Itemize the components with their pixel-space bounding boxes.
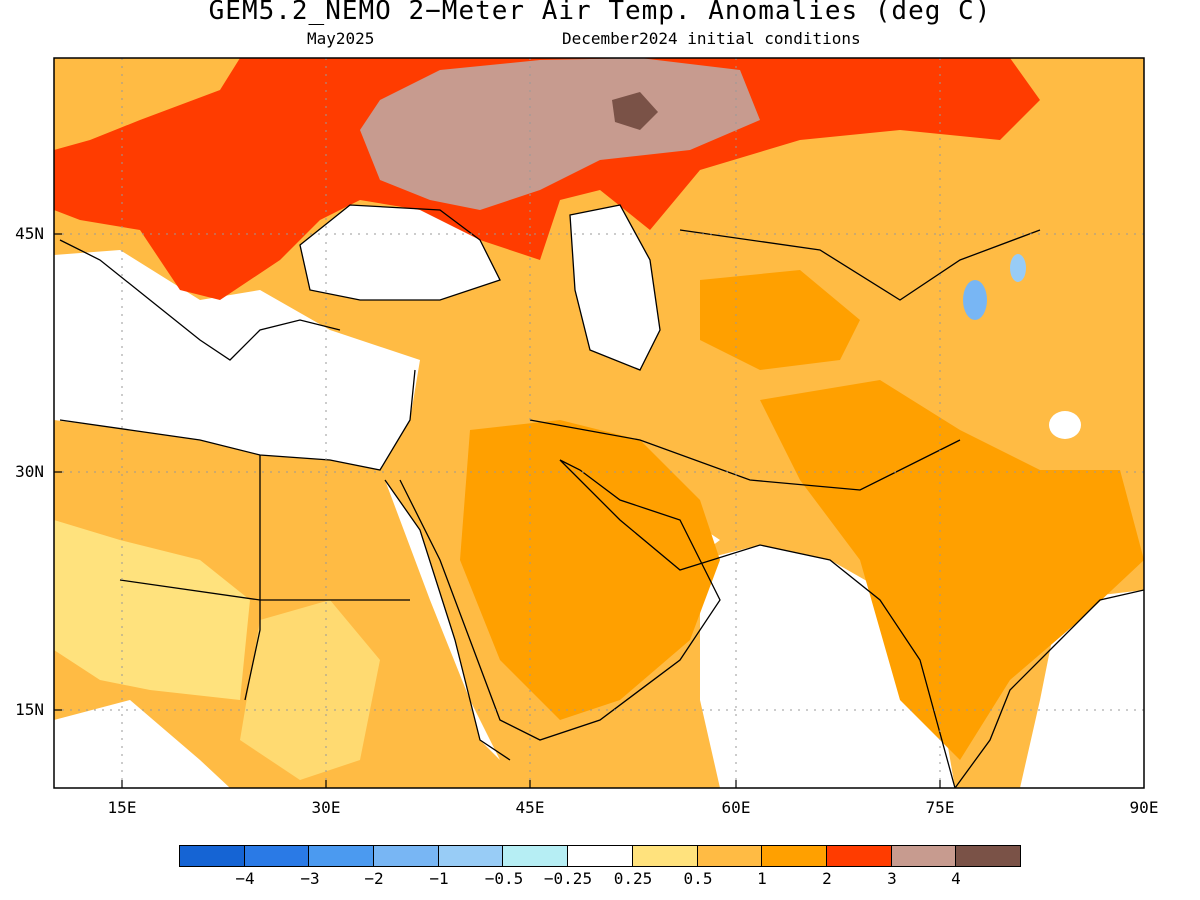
lon-label-75e: 75E [925, 798, 955, 817]
colorbar-swatch [244, 846, 310, 866]
colorbar-label: 0.5 [683, 869, 713, 888]
colorbar-swatch [309, 846, 375, 866]
colorbar-label: −0.5 [484, 869, 524, 888]
colorbar-label: −0.25 [543, 869, 593, 888]
colorbar-label: −1 [429, 869, 449, 888]
colorbar-label: −2 [364, 869, 384, 888]
colorbar-label: −4 [235, 869, 255, 888]
colorbar-swatch [503, 846, 569, 866]
colorbar-swatch [826, 846, 892, 866]
colorbar-swatch [697, 846, 763, 866]
lon-label-30e: 30E [311, 798, 341, 817]
colorbar-label: 0.25 [613, 869, 653, 888]
lat-label-15n: 15N [15, 700, 44, 719]
lat-label-45n: 45N [15, 224, 44, 243]
colorbar-swatch [956, 846, 1020, 866]
colorbar-label: 1 [757, 869, 767, 888]
colorbar-swatch [568, 846, 633, 866]
colorbar-swatch [180, 846, 245, 866]
colorbar-swatch [374, 846, 439, 866]
colorbar-label: 3 [887, 869, 897, 888]
lon-label-45e: 45E [515, 798, 545, 817]
colorbar-swatch [762, 846, 827, 866]
color-legend [179, 845, 1021, 867]
forecast-month-label: May2025 [307, 29, 375, 48]
lon-label-60e: 60E [721, 798, 751, 817]
initial-conditions-label: December2024 initial conditions [562, 29, 861, 48]
lon-label-90e: 90E [1129, 798, 1159, 817]
colorbar-swatch [891, 846, 957, 866]
colorbar-swatch [632, 846, 698, 866]
colorbar-label: −3 [300, 869, 320, 888]
chart-title: GEM5.2_NEMO 2−Meter Air Temp. Anomalies … [208, 0, 992, 26]
lon-label-15e: 15E [107, 798, 137, 817]
colorbar-label: 4 [951, 869, 961, 888]
map-frame [53, 57, 1145, 789]
colorbar-label: 2 [822, 869, 832, 888]
colorbar-swatch [438, 846, 504, 866]
lat-label-30n: 30N [15, 462, 44, 481]
